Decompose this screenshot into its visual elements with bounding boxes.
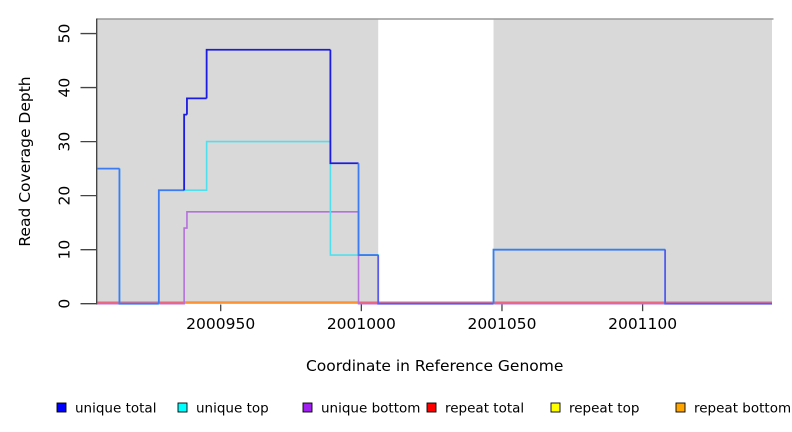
y-tick-label: 30 <box>55 132 73 152</box>
series-line-unique-total-segment <box>157 189 185 304</box>
legend-label: repeat bottom <box>694 401 791 417</box>
y-tick-label: 40 <box>55 78 73 98</box>
no-data-band <box>378 19 494 304</box>
legend-item: repeat top <box>550 401 639 417</box>
legend: unique total unique top unique bottom repea… <box>56 401 791 417</box>
x-tick-label: 2001000 <box>327 315 396 333</box>
legend-label: unique total <box>75 401 156 417</box>
legend-item: unique bottom <box>302 401 420 417</box>
series-line-unique-total-segment <box>205 48 331 99</box>
legend-label: repeat top <box>569 401 639 417</box>
legend-item: repeat bottom <box>675 401 791 417</box>
legend-swatch <box>56 402 67 413</box>
legend-label: repeat total <box>445 401 524 417</box>
legend-swatch <box>177 402 188 413</box>
axes-layer: 0 10 20 30 40 50 2000950 2001000 2001050 2001100 <box>55 18 677 333</box>
legend-swatch <box>426 402 437 413</box>
series-line-unique-total-segment <box>357 163 379 256</box>
y-tick-label: 10 <box>55 240 73 260</box>
series-lines-layer <box>97 48 772 305</box>
plot-background-layer <box>97 18 774 304</box>
series-line-unique-bottom <box>97 211 772 305</box>
series-line-unique-total-segment <box>183 113 187 191</box>
legend-swatch <box>675 402 686 413</box>
series-line-unique-total-segment <box>186 97 207 115</box>
x-tick-label: 2000950 <box>186 315 255 333</box>
y-tick-label: 0 <box>55 299 73 309</box>
legend-label: unique bottom <box>321 401 420 417</box>
series-line-unique-total-segment <box>664 249 772 305</box>
legend-label: unique top <box>196 401 269 417</box>
legend-item: unique total <box>56 401 156 417</box>
series-line-unique-total-segment <box>492 248 666 304</box>
series-line-unique-total-segment <box>118 168 159 305</box>
x-axis-title: Coordinate in Reference Genome <box>306 357 563 375</box>
legend-swatch <box>302 402 313 413</box>
legend-item: repeat total <box>426 401 524 417</box>
legend-swatch <box>550 402 561 413</box>
x-tick-label: 2001100 <box>608 315 677 333</box>
y-axis-title: Read Coverage Depth <box>16 76 34 246</box>
series-line-unique-total-segment <box>329 49 359 165</box>
legend-item: unique top <box>177 401 269 417</box>
series-line-unique-total-segment <box>377 255 494 305</box>
x-tick-label: 2001050 <box>467 315 536 333</box>
y-tick-label: 20 <box>55 186 73 206</box>
y-tick-label: 50 <box>55 24 73 44</box>
